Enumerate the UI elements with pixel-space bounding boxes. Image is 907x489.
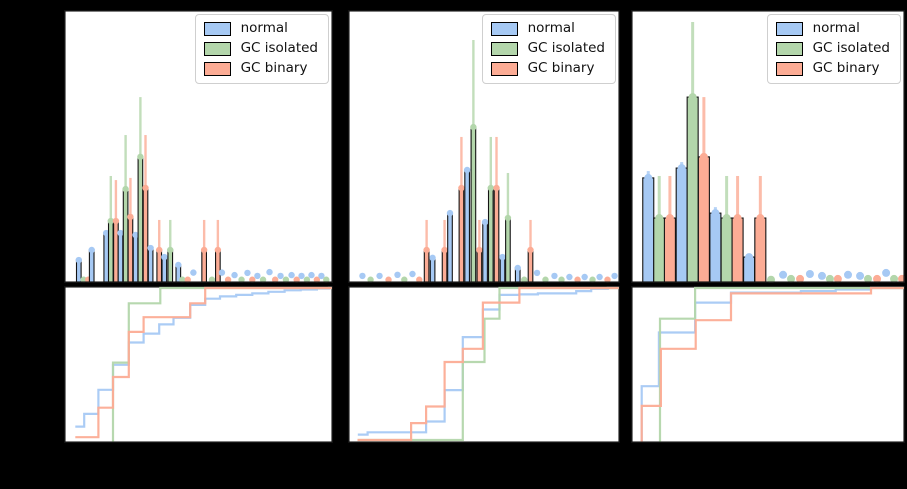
legend-label-normal: normal	[812, 20, 860, 37]
legend-item-gc-binary: GC binary	[203, 60, 318, 77]
legend-label-gc-isolated: GC isolated	[240, 40, 318, 57]
ecdf-canvas-3	[631, 286, 905, 443]
legend-label-gc-isolated: GC isolated	[812, 40, 890, 57]
legend-swatch-normal	[490, 22, 518, 36]
legend-swatch-gc-binary	[775, 62, 803, 76]
legend-item-gc-binary: GC binary	[490, 60, 605, 77]
subplot-column-2: normal GC isolated GC binary	[348, 0, 620, 489]
ecdf-panel-3	[631, 286, 905, 443]
legend-item-normal: normal	[490, 20, 605, 37]
legend-label-gc-binary: GC binary	[812, 60, 880, 77]
legend-swatch-gc-binary	[203, 62, 231, 76]
subplot-column-1: normal GC isolated GC binary	[64, 0, 333, 489]
legend-1: normal GC isolated GC binary	[194, 14, 329, 84]
legend-label-gc-binary: GC binary	[527, 60, 595, 77]
legend-item-gc-binary: GC binary	[775, 60, 890, 77]
legend-3: normal GC isolated GC binary	[766, 14, 901, 84]
legend-label-gc-binary: GC binary	[240, 60, 308, 77]
ecdf-panel-1	[64, 286, 333, 443]
legend-label-normal: normal	[240, 20, 288, 37]
ecdf-panel-2	[348, 286, 620, 443]
ecdf-canvas-2	[348, 286, 620, 443]
ecdf-canvas-1	[64, 286, 333, 443]
histogram-panel-2: normal GC isolated GC binary	[348, 10, 620, 283]
legend-item-gc-isolated: GC isolated	[775, 40, 890, 57]
legend-swatch-gc-isolated	[203, 42, 231, 56]
legend-2: normal GC isolated GC binary	[481, 14, 616, 84]
legend-label-gc-isolated: GC isolated	[527, 40, 605, 57]
legend-swatch-gc-isolated	[490, 42, 518, 56]
legend-item-normal: normal	[775, 20, 890, 37]
legend-item-normal: normal	[203, 20, 318, 37]
legend-label-normal: normal	[527, 20, 575, 37]
histogram-panel-3: normal GC isolated GC binary	[631, 10, 905, 283]
legend-item-gc-isolated: GC isolated	[203, 40, 318, 57]
subplot-column-3: normal GC isolated GC binary	[631, 0, 905, 489]
histogram-panel-1: normal GC isolated GC binary	[64, 10, 333, 283]
legend-swatch-gc-binary	[490, 62, 518, 76]
legend-swatch-normal	[775, 22, 803, 36]
legend-swatch-normal	[203, 22, 231, 36]
legend-swatch-gc-isolated	[775, 42, 803, 56]
legend-item-gc-isolated: GC isolated	[490, 40, 605, 57]
